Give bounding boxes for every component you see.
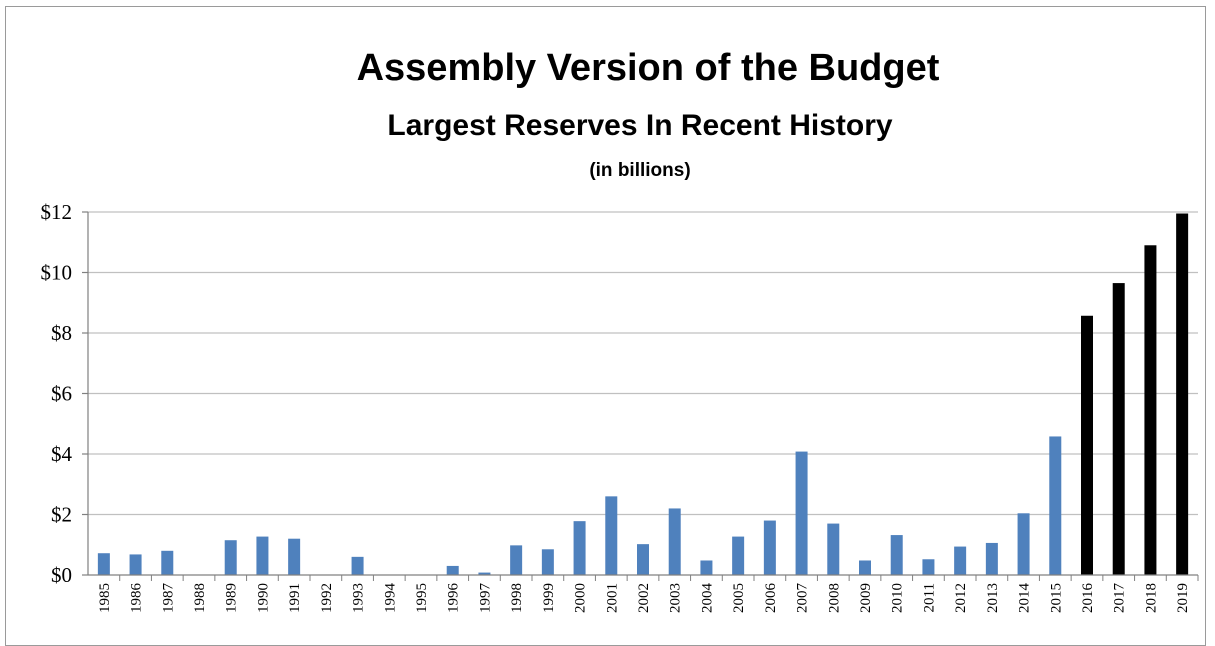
x-tick-label: 1999	[541, 583, 557, 613]
x-tick-label: 1994	[382, 583, 398, 614]
x-tick-label: 2001	[604, 583, 620, 613]
bar-2013	[985, 542, 998, 575]
bar-2019	[1176, 213, 1189, 575]
bar-1991	[288, 538, 301, 575]
bar-2006	[763, 520, 776, 575]
bar-2008	[827, 523, 840, 575]
x-tick-label: 1986	[129, 583, 145, 614]
bar-1999	[541, 549, 554, 575]
x-tick-label: 2017	[1112, 583, 1128, 614]
bar-2000	[573, 521, 586, 575]
x-tick-label: 2016	[1080, 583, 1096, 614]
bar-2015	[1049, 436, 1062, 575]
x-tick-label: 2005	[731, 583, 747, 613]
y-tick-label: $8	[51, 321, 72, 345]
bar-2004	[700, 560, 713, 575]
x-tick-label: 2018	[1143, 583, 1159, 613]
x-tick-label: 2006	[763, 583, 779, 614]
bar-2007	[795, 451, 808, 575]
x-tick-label: 2008	[826, 583, 842, 613]
x-tick-label: 2015	[1048, 583, 1064, 613]
x-tick-label: 1989	[224, 583, 240, 613]
chart-unit-note: (in billions)	[589, 160, 690, 181]
x-tick-label: 1993	[351, 583, 367, 613]
gridlines	[88, 211, 1198, 516]
bar-2018	[1144, 245, 1157, 575]
x-tick-label: 2013	[985, 583, 1001, 613]
x-tick-label: 1991	[287, 583, 303, 613]
y-tick-label: $12	[41, 200, 73, 224]
x-tick-label: 2010	[890, 583, 906, 613]
x-tick-label: 2019	[1175, 583, 1191, 613]
y-tick-label: $2	[51, 503, 72, 527]
x-tick-label: 1996	[446, 583, 462, 614]
bar-1997	[478, 572, 491, 575]
bar-2011	[922, 559, 935, 575]
bar-1998	[510, 545, 523, 575]
y-tick-label: $6	[51, 382, 72, 406]
x-tick-label: 2011	[921, 583, 937, 612]
bar-1986	[129, 554, 142, 575]
x-tick-label: 2014	[1017, 583, 1033, 614]
x-tick-label: 1988	[192, 583, 208, 613]
bar-1996	[446, 565, 459, 575]
x-tick-label: 1992	[319, 583, 335, 613]
bar-2009	[859, 560, 871, 575]
x-tick-label: 2000	[573, 583, 589, 613]
x-tick-label: 1997	[477, 583, 493, 614]
x-tick-label: 1995	[414, 583, 430, 613]
x-tick-label: 2007	[795, 583, 811, 614]
x-tick-label: 1985	[97, 583, 113, 613]
bar-2005	[732, 536, 745, 575]
bar-2012	[954, 546, 967, 575]
bar-2017	[1112, 283, 1125, 575]
bar-series	[97, 213, 1189, 575]
x-tick-label: 1998	[509, 583, 525, 613]
x-tick-label: 2009	[858, 583, 874, 613]
x-tick-label: 2002	[636, 583, 652, 613]
bar-2014	[1017, 513, 1030, 575]
bar-1985	[97, 553, 110, 575]
bar-2016	[1081, 315, 1093, 575]
bar-1987	[161, 550, 174, 575]
axes	[82, 211, 1199, 581]
y-tick-label: $0	[51, 563, 72, 587]
x-tick-label: 1990	[255, 583, 271, 613]
bar-2003	[668, 508, 681, 575]
x-tick-labels: 1985 1986 1987 1988 1989 1990 1991 1992 1993 1994…	[97, 583, 1191, 614]
x-tick-label: 1987	[160, 583, 176, 614]
x-tick-label: 2012	[953, 583, 969, 613]
bar-1993	[351, 556, 364, 575]
y-tick-label: $10	[41, 261, 73, 285]
bar-2010	[890, 535, 903, 575]
y-tick-label: $4	[51, 442, 73, 466]
x-tick-label: 2003	[668, 583, 684, 613]
chart-title: Assembly Version of the Budget	[357, 47, 940, 89]
x-tick-label: 2004	[699, 583, 715, 614]
bar-2001	[605, 496, 618, 575]
bar-2002	[637, 544, 649, 575]
chart-subtitle: Largest Reserves In Recent History	[387, 109, 893, 142]
bar-1990	[256, 536, 269, 575]
bar-1989	[224, 540, 237, 575]
y-tick-labels: $0 $2 $4 $6 $8 $10 $12	[41, 200, 73, 587]
